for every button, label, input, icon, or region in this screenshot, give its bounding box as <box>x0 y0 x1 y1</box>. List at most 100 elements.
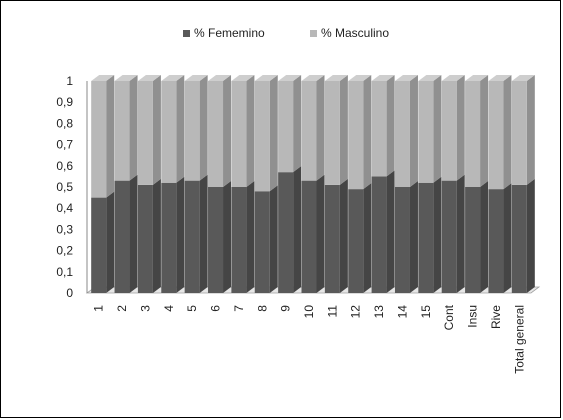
bar-masculino <box>465 81 481 187</box>
x-tick-label: 11 <box>325 305 339 318</box>
bar-top-masculino <box>301 75 325 81</box>
y-tick-label: 0 <box>66 286 73 300</box>
bar-masculino <box>254 81 270 192</box>
bar-masculino <box>91 81 107 198</box>
bar-side-masculino <box>386 75 395 177</box>
x-tick-labels: 1 2 3 4 5 6 7 8 9 10 11 12 13 14 15 Cont Insu Rive Total g… <box>92 304 527 373</box>
y-tick-labels: 0 0,1 0,2 0,3 0,4 0,5 0,6 0,7 0,8 0,9 1 <box>56 74 73 300</box>
bar-side-fememino <box>223 181 232 293</box>
bar-top-masculino <box>91 75 115 81</box>
bar-side-fememino <box>246 181 255 293</box>
bar-side-fememino <box>129 174 138 293</box>
legend-swatch-masculino <box>310 30 317 37</box>
bar-top-masculino <box>348 75 372 81</box>
bar-top-masculino <box>418 75 442 81</box>
bar-side-masculino <box>152 75 161 185</box>
legend: % Fememino % Masculino <box>183 26 389 40</box>
bar-top-masculino <box>441 75 465 81</box>
bar-side-masculino <box>106 75 115 198</box>
x-tick-label: 7 <box>232 305 246 312</box>
bar-masculino <box>324 81 340 185</box>
bar-top-masculino <box>114 75 138 81</box>
bar-side-fememino <box>456 174 465 293</box>
x-tick-label: 3 <box>138 305 152 312</box>
bar-side-fememino <box>526 178 535 293</box>
x-tick-label: 2 <box>115 305 129 312</box>
bar-fememino <box>465 187 481 293</box>
bars-group <box>91 75 535 293</box>
bar-side-fememino <box>176 176 185 293</box>
x-tick-label: 8 <box>255 305 269 312</box>
bar-side-masculino <box>503 75 512 190</box>
x-tick-label: 1 <box>92 305 106 312</box>
bar-masculino <box>511 81 527 185</box>
bar-side-masculino <box>526 75 535 185</box>
bar-side-fememino <box>503 183 512 293</box>
x-tick-label: Rive <box>489 305 503 329</box>
bar-side-masculino <box>223 75 232 187</box>
bar-fememino <box>254 191 270 293</box>
legend-swatch-fememino <box>183 30 190 37</box>
y-tick-label: 1 <box>66 74 73 88</box>
bar-top-masculino <box>184 75 208 81</box>
bar-top-masculino <box>278 75 302 81</box>
bar-fememino <box>371 176 387 293</box>
y-tick-label: 0,4 <box>56 201 73 215</box>
x-tick-label: 15 <box>419 305 433 319</box>
bar-masculino <box>394 81 410 187</box>
bar-fememino <box>231 187 247 293</box>
bar-fememino <box>324 184 340 293</box>
bar-side-fememino <box>293 166 302 293</box>
y-tick-label: 0,7 <box>56 138 73 152</box>
bar-masculino <box>184 81 200 181</box>
bar-top-masculino <box>208 75 232 81</box>
bar-side-fememino <box>316 174 325 293</box>
bar-side-masculino <box>246 75 255 187</box>
bar-top-masculino <box>231 75 255 81</box>
bar-masculino <box>278 81 294 173</box>
bar-masculino <box>488 81 504 190</box>
bar-fememino <box>137 184 153 293</box>
bar-side-masculino <box>409 75 418 187</box>
bar-top-masculino <box>161 75 185 81</box>
legend-label-masculino: % Masculino <box>321 26 389 40</box>
x-tick-label: Cont <box>442 304 456 330</box>
bar-top-masculino <box>254 75 278 81</box>
bar-fememino <box>301 180 317 293</box>
bar-top-masculino <box>511 75 535 81</box>
y-tick-label: 0,5 <box>56 180 73 194</box>
bar-side-masculino <box>480 75 489 187</box>
x-tick-label: 12 <box>349 305 363 319</box>
x-tick-label: 14 <box>395 305 409 319</box>
x-tick-label: 13 <box>372 305 386 319</box>
y-tick-label: 0,6 <box>56 159 73 173</box>
bar-side-masculino <box>293 75 302 173</box>
y-tick-label: 0,9 <box>56 95 73 109</box>
bar-fememino <box>161 182 177 293</box>
bar-masculino <box>114 81 130 181</box>
bar-fememino <box>488 189 504 293</box>
bar-masculino <box>418 81 434 183</box>
x-tick-label: 6 <box>209 305 223 312</box>
bar-top-masculino <box>137 75 161 81</box>
bar-side-fememino <box>339 178 348 293</box>
bar-side-fememino <box>269 185 278 293</box>
bar-side-masculino <box>176 75 185 183</box>
x-tick-label: Insu <box>466 305 480 328</box>
bar-fememino <box>114 180 130 293</box>
bar-side-masculino <box>456 75 465 181</box>
bar-top-masculino <box>371 75 395 81</box>
bar-masculino <box>371 81 387 177</box>
bar-fememino <box>91 197 107 293</box>
bar-masculino <box>348 81 364 190</box>
bar-fememino <box>348 189 364 293</box>
bar-side-fememino <box>409 181 418 293</box>
bar-top-masculino <box>324 75 348 81</box>
bar-side-fememino <box>480 181 489 293</box>
x-tick-label: 5 <box>185 305 199 312</box>
bar-side-fememino <box>363 183 372 293</box>
bar-fememino <box>418 182 434 293</box>
y-tick-label: 0,2 <box>56 244 73 258</box>
